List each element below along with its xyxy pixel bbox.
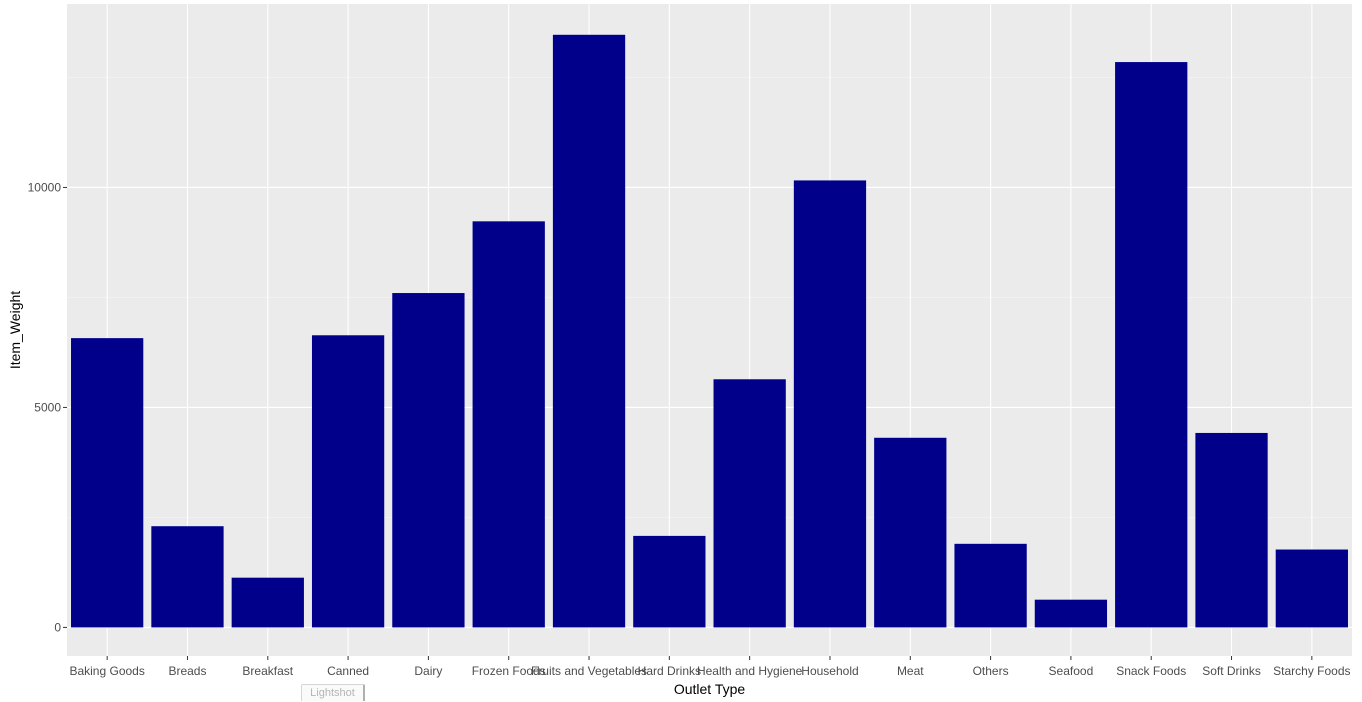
x-tick-label: Household bbox=[801, 664, 858, 678]
x-tick-label: Canned bbox=[327, 664, 369, 678]
x-tick-label: Others bbox=[973, 664, 1009, 678]
lightshot-watermark: Lightshot bbox=[301, 684, 365, 701]
bar-starchy-foods bbox=[1275, 549, 1348, 628]
y-tick-label: 0 bbox=[54, 620, 61, 634]
x-axis-title: Outlet Type bbox=[674, 681, 746, 697]
bar-baking-goods bbox=[71, 338, 144, 628]
bar-frozen-foods bbox=[472, 221, 545, 628]
x-tick-label: Soft Drinks bbox=[1202, 664, 1261, 678]
bar-health-and-hygiene bbox=[713, 379, 786, 628]
x-tick-label: Meat bbox=[897, 664, 924, 678]
y-axis-title: Item_Weight bbox=[7, 291, 23, 369]
bar-seafood bbox=[1034, 599, 1108, 628]
bar-dairy bbox=[392, 293, 465, 628]
x-tick-label: Health and Hygiene bbox=[697, 664, 803, 678]
bar-series bbox=[71, 34, 1348, 628]
bar-hard-drinks bbox=[633, 535, 706, 628]
bar-snack-foods bbox=[1115, 62, 1188, 628]
x-tick-label: Hard Drinks bbox=[638, 664, 701, 678]
bar-breakfast bbox=[231, 577, 304, 628]
x-tick-label: Breads bbox=[168, 664, 206, 678]
x-tick-label: Dairy bbox=[414, 664, 442, 678]
x-tick-label: Frozen Foods bbox=[472, 664, 546, 678]
bar-canned bbox=[311, 335, 385, 628]
x-tick-label: Breakfast bbox=[242, 664, 293, 678]
x-tick-label: Seafood bbox=[1049, 664, 1094, 678]
bar-soft-drinks bbox=[1195, 432, 1268, 628]
bar-fruits-and-vegetables bbox=[552, 34, 626, 628]
bar-meat bbox=[874, 437, 947, 628]
y-tick-label: 5000 bbox=[34, 400, 61, 414]
x-tick-label: Baking Goods bbox=[69, 664, 144, 678]
y-axis-ticks: 0 5000 10000 bbox=[28, 180, 67, 634]
y-tick-label: 10000 bbox=[28, 180, 62, 194]
bar-others bbox=[954, 543, 1027, 628]
x-tick-label: Starchy Foods bbox=[1273, 664, 1350, 678]
x-axis-ticks: Baking Goods Breads Breakfast Canned Dairy Fr… bbox=[69, 656, 1351, 678]
bar-breads bbox=[151, 526, 224, 628]
bar-household bbox=[793, 180, 867, 628]
x-tick-label: Fruits and Vegetables bbox=[531, 664, 647, 678]
x-tick-label: Snack Foods bbox=[1116, 664, 1186, 678]
